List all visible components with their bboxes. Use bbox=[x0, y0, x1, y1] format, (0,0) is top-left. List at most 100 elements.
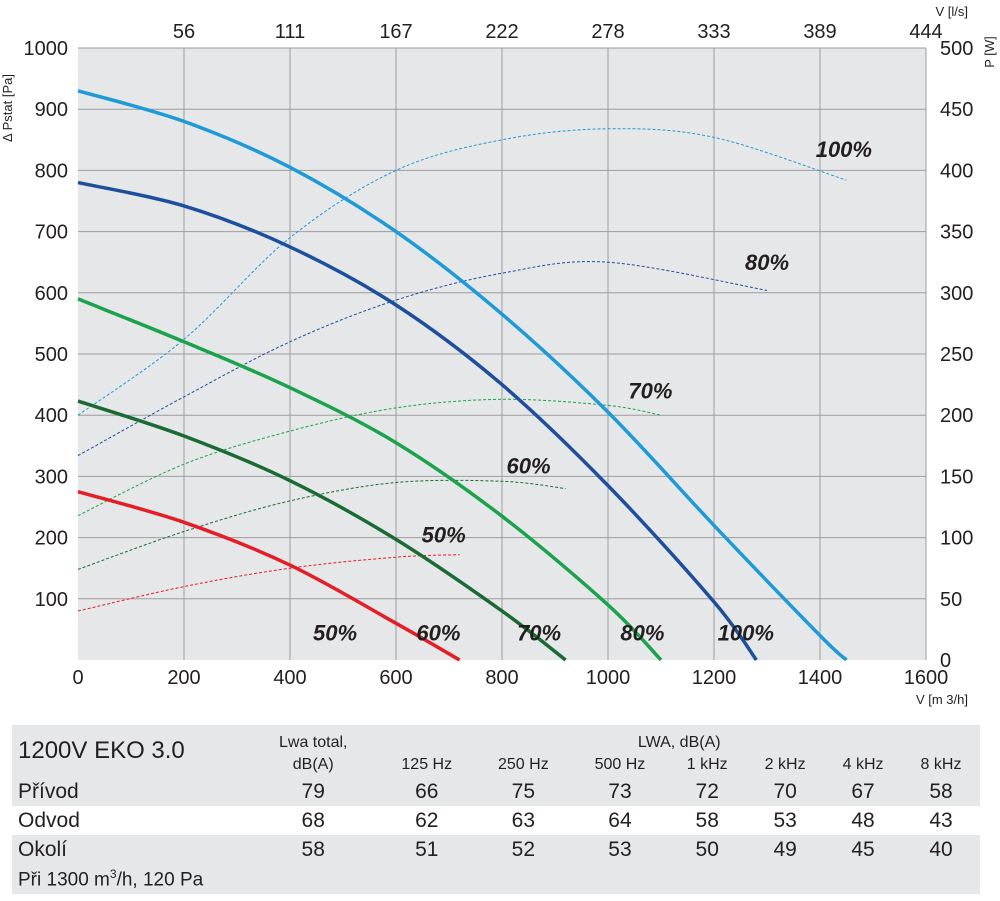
y-tick-label: 400 bbox=[35, 405, 68, 427]
y-tick-label: 900 bbox=[35, 99, 68, 121]
y2-tick-label: 450 bbox=[940, 99, 973, 121]
x2-tick-label: 278 bbox=[591, 21, 624, 43]
power-curve bbox=[77, 261, 768, 457]
y2-tick-label: 0 bbox=[940, 650, 951, 672]
power-curve bbox=[77, 398, 662, 517]
cell-band-value: 67 bbox=[824, 777, 903, 806]
curve-label: 80% bbox=[620, 620, 664, 645]
curve-label: 70% bbox=[517, 620, 561, 645]
pressure-curve bbox=[77, 297, 663, 662]
cell-lwa-total: 79 bbox=[248, 777, 379, 806]
curve-label: 60% bbox=[506, 453, 550, 478]
pressure-curve bbox=[77, 490, 461, 662]
x2-tick-label: 111 bbox=[275, 21, 305, 43]
band-header: 125 Hz bbox=[378, 752, 476, 777]
curve-labels: 50% 60% 70% 80% 100% 50% 60% 70% 80% 100% bbox=[313, 137, 872, 645]
y2-tick-label: 200 bbox=[940, 405, 973, 427]
x2-tick-label: 444 bbox=[909, 21, 942, 43]
curve-label: 80% bbox=[745, 250, 789, 275]
cell-band-value: 63 bbox=[511, 808, 536, 832]
x-axis-label: V [m 3/h] bbox=[916, 692, 968, 707]
curve-label: 100% bbox=[816, 137, 872, 162]
cell-band-value: 52 bbox=[475, 835, 572, 864]
y-tick-label: 700 bbox=[35, 222, 68, 244]
y-tick-label: 500 bbox=[35, 344, 68, 366]
cell-band-value: 73 bbox=[571, 777, 669, 806]
x2-tick-label: 222 bbox=[485, 21, 518, 43]
x-tick-label: 1000 bbox=[586, 667, 631, 689]
y2-tick-label: 400 bbox=[940, 160, 973, 182]
y-tick-label: 1000 bbox=[24, 38, 69, 60]
band-header: 2 kHz bbox=[746, 752, 825, 777]
lwa-total-header-line2: dB(A) bbox=[248, 752, 379, 777]
cell-band-value: 75 bbox=[475, 777, 572, 806]
power-curves bbox=[77, 128, 847, 612]
table-header-row: 1200V EKO 3.0 Lwa total, LWA, dB(A) bbox=[12, 725, 980, 777]
power-curve bbox=[77, 479, 566, 570]
table-row: Přívod 79 66 75 73 72 70 67 58 bbox=[12, 777, 980, 806]
cell-lwa-total: 68 bbox=[301, 808, 325, 832]
cell-band-value: 58 bbox=[902, 777, 980, 806]
cell-band-value: 66 bbox=[378, 777, 476, 806]
y2-axis-label: P [W] bbox=[982, 36, 997, 68]
y-tick-label: 600 bbox=[35, 283, 68, 305]
cell-band-value: 53 bbox=[571, 835, 669, 864]
table-row: Okolí 58 51 52 53 50 49 45 40 bbox=[12, 835, 980, 864]
x-tick-label: 1400 bbox=[798, 667, 843, 689]
row-label: Přívod bbox=[12, 777, 248, 806]
x-tick-label: 0 bbox=[72, 667, 83, 689]
row-label: Okolí bbox=[12, 835, 248, 864]
x2-tick-label: 389 bbox=[803, 21, 836, 43]
y2-tick-label: 500 bbox=[940, 38, 973, 60]
band-header-row: dB(A) 125 Hz 250 Hz 500 Hz 1 kHz 2 kHz 4 kHz 8… bbox=[12, 752, 980, 777]
table-row: Odvod 68 62 63 64 58 53 48 43 bbox=[12, 806, 980, 835]
x-tick-label: 600 bbox=[379, 667, 412, 689]
cell-band-value: 72 bbox=[668, 777, 747, 806]
y-axis-label: Δ Pstat [Pa] bbox=[0, 74, 15, 142]
grid-lines bbox=[78, 47, 927, 660]
y-tick-label: 300 bbox=[35, 466, 68, 488]
cell-band-value: 64 bbox=[608, 808, 632, 832]
x2-tick-label: 333 bbox=[697, 21, 730, 43]
x2-axis-label: V [l/s] bbox=[935, 4, 968, 19]
x-tick-label: 200 bbox=[167, 667, 200, 689]
y2-tick-label: 150 bbox=[940, 466, 973, 488]
cell-band-value: 48 bbox=[851, 808, 875, 832]
lwa-header: LWA, dB(A) bbox=[378, 725, 980, 752]
lwa-total-header-line1: Lwa total, bbox=[248, 725, 379, 752]
cell-band-value: 70 bbox=[746, 777, 825, 806]
cell-band-value: 51 bbox=[378, 835, 476, 864]
curve-label: 50% bbox=[313, 620, 357, 645]
curve-label: 70% bbox=[628, 379, 672, 404]
cell-band-value: 58 bbox=[695, 808, 719, 832]
power-curve bbox=[77, 554, 460, 612]
curve-label: 50% bbox=[422, 523, 466, 548]
x-tick-label: 400 bbox=[273, 667, 306, 689]
curve-label: 60% bbox=[416, 620, 460, 645]
cell-band-value: 53 bbox=[773, 808, 797, 832]
table-note-row: Při 1300 m3/h, 120 Pa bbox=[12, 864, 980, 894]
band-header: 500 Hz bbox=[571, 752, 669, 777]
band-header: 1 kHz bbox=[668, 752, 747, 777]
power-curve bbox=[77, 128, 847, 416]
cell-band-value: 40 bbox=[902, 835, 980, 864]
x2-tick-label: 167 bbox=[379, 21, 412, 43]
y2-tick-label: 50 bbox=[940, 589, 962, 611]
cell-band-value: 45 bbox=[824, 835, 903, 864]
cell-lwa-total: 58 bbox=[248, 835, 379, 864]
pressure-curve bbox=[77, 180, 758, 662]
x-tick-label: 1600 bbox=[904, 667, 949, 689]
band-header: 250 Hz bbox=[475, 752, 572, 777]
pressure-curves bbox=[77, 89, 848, 662]
cell-band-value: 49 bbox=[746, 835, 825, 864]
cell-band-value: 50 bbox=[668, 835, 747, 864]
y-tick-label: 100 bbox=[35, 589, 68, 611]
x-tick-label: 1200 bbox=[692, 667, 737, 689]
cell-band-value: 43 bbox=[929, 808, 953, 832]
cell-band-value: 62 bbox=[415, 808, 439, 832]
y2-tick-label: 300 bbox=[940, 283, 973, 305]
y2-tick-label: 350 bbox=[940, 222, 973, 244]
table-note: Při 1300 m3/h, 120 Pa bbox=[12, 864, 980, 894]
